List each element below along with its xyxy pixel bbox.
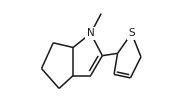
Text: N: N: [87, 28, 94, 38]
Text: S: S: [128, 28, 135, 38]
